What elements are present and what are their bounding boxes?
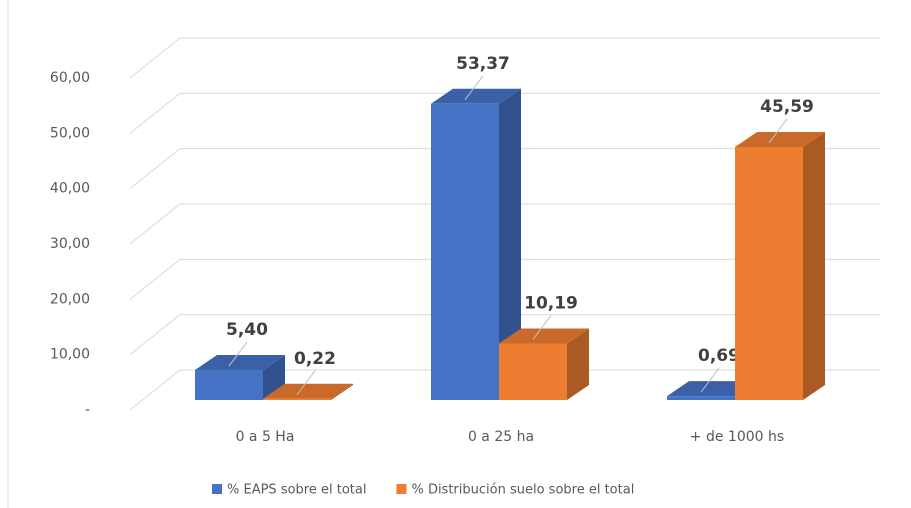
x-tick-label: 0 a 25 ha (468, 429, 534, 445)
bar (263, 398, 331, 400)
legend-swatch (212, 484, 222, 494)
y-tick-label: 10,00 (50, 347, 90, 363)
bar-top (431, 88, 521, 104)
bar-side (331, 383, 353, 400)
y-tick-label: 60,00 (50, 70, 90, 86)
bar-side (499, 88, 521, 400)
x-tick-label: 0 a 5 Ha (236, 429, 295, 445)
value-label: 0,69 (698, 346, 740, 366)
grid-line (129, 258, 880, 300)
bar (735, 146, 803, 400)
leader-line (464, 75, 484, 101)
bar (667, 396, 735, 400)
grid-line (129, 369, 880, 411)
y-tick-label: 50,00 (50, 125, 90, 141)
value-label: 0,22 (294, 349, 336, 369)
grid-line (129, 203, 880, 245)
legend-label: % Distribución suelo sobre el total (411, 483, 634, 498)
bar-side (803, 131, 825, 400)
grid-line (129, 37, 880, 79)
y-tick-label: 30,00 (50, 236, 90, 252)
grid-line (129, 148, 880, 190)
grid-line (129, 314, 880, 356)
y-tick-label: - (85, 402, 90, 418)
bar-top (735, 131, 825, 147)
value-label: 5,40 (226, 320, 268, 340)
bar-side (567, 328, 589, 400)
leader-line (228, 341, 248, 367)
leader-line (532, 315, 552, 340)
x-tick-label: + de 1000 hs (690, 429, 784, 445)
value-label: 53,37 (456, 54, 510, 74)
leader-line (700, 367, 720, 393)
value-label: 45,59 (760, 97, 814, 117)
legend-swatch (396, 484, 407, 494)
y-tick-label: 40,00 (50, 181, 90, 197)
bar-top (499, 328, 589, 344)
bar-side (263, 355, 285, 400)
grid-line (129, 92, 880, 134)
bar (431, 103, 499, 400)
value-label: 10,19 (524, 293, 578, 313)
legend-label: % EAPS sobre el total (227, 483, 366, 498)
leader-line (768, 118, 788, 144)
bar-top (263, 383, 353, 399)
y-tick-label: 20,00 (50, 291, 90, 307)
leader-line (296, 370, 316, 396)
bar (499, 343, 567, 400)
bar (195, 370, 263, 400)
bar-top (667, 381, 757, 397)
bar-top (195, 355, 285, 371)
